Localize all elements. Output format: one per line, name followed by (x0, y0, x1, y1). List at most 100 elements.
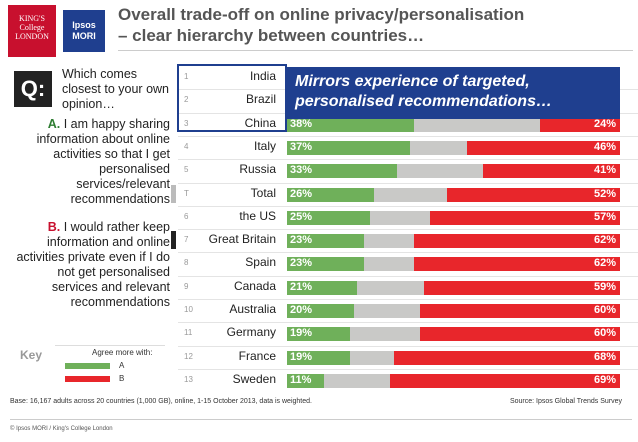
data-label-a: 26% (290, 187, 313, 200)
data-label-a: 25% (290, 210, 313, 223)
data-label-a: 20% (290, 304, 313, 316)
rank-label: 8 (184, 258, 189, 268)
row-divider (178, 229, 638, 231)
data-label-a: 23% (290, 234, 313, 247)
bar-segment-a (287, 210, 371, 225)
bar-segment-neutral (413, 117, 541, 132)
category-label: Australia (229, 302, 276, 316)
category-label: China (244, 115, 276, 130)
data-label-a: 21% (290, 280, 313, 293)
option-a-text: I am happy sharing information about onl… (36, 117, 170, 206)
bar-segment-neutral (323, 373, 391, 388)
rank-label: 7 (184, 235, 189, 245)
data-label-a: 38% (290, 117, 313, 130)
bar-segment-b (413, 257, 620, 272)
category-label: Brazil (245, 92, 276, 107)
rank-label: 4 (184, 141, 189, 151)
rank-label: 13 (184, 374, 193, 384)
kings-college-logo: KING'S College LONDON (8, 5, 56, 57)
row-divider (178, 345, 638, 347)
category-label: Spain (245, 255, 276, 270)
key-label-b: B (119, 374, 125, 383)
rank-label: T (184, 188, 189, 198)
bar-segment-neutral (373, 187, 447, 202)
option-b: B. I would rather keep information and o… (10, 220, 170, 310)
bar-segment-b (390, 373, 620, 388)
data-label-b: 62% (593, 257, 616, 270)
data-label-b: 24% (593, 117, 616, 130)
option-a-letter: A. (47, 117, 61, 131)
category-label: France (238, 348, 276, 363)
data-label-b: 52% (593, 187, 616, 200)
slide-title: Overall trade-off on online privacy/pers… (118, 4, 633, 46)
key-frame (55, 345, 165, 387)
bar-segment-neutral (363, 234, 414, 249)
row-marker (171, 184, 176, 203)
row-divider (178, 135, 638, 137)
row-marker (171, 231, 176, 250)
bar-segment-b (466, 140, 620, 155)
rank-label: 1 (184, 72, 189, 81)
title-divider (118, 50, 633, 51)
row-divider (178, 159, 638, 161)
data-label-b: 41% (593, 164, 616, 177)
bar-segment-b (430, 210, 620, 225)
bar-segment-a (287, 234, 364, 249)
logo-text-line: LONDON (15, 32, 49, 41)
category-label: Great Britain (208, 232, 276, 247)
bar-segment-b (420, 304, 620, 318)
logo-text-line: Ipsos (72, 20, 96, 30)
key-swatch-b (65, 376, 110, 382)
rank-label: 11 (184, 328, 193, 338)
bar-segment-neutral (350, 327, 421, 342)
bar-segment-a (287, 327, 351, 342)
row-divider (178, 182, 638, 184)
rank-label: 12 (184, 351, 193, 361)
bar-segment-b (423, 280, 620, 295)
row-divider (178, 252, 638, 254)
bar-segment-a (287, 257, 364, 272)
top-three-highlight-box (177, 64, 287, 132)
logo-text-line: College (19, 23, 45, 32)
data-label-b: 46% (593, 140, 616, 153)
data-label-b: 60% (593, 327, 616, 340)
bar-segment-neutral (353, 304, 421, 318)
data-label-b: 69% (593, 373, 616, 386)
data-label-b: 60% (593, 304, 616, 316)
row-divider (178, 205, 638, 207)
key-label-a: A (119, 361, 125, 370)
bar-segment-neutral (396, 164, 484, 179)
bar-segment-a (287, 117, 414, 132)
option-b-letter: B. (47, 220, 61, 234)
bar-segment-b (413, 234, 620, 249)
data-label-a: 23% (290, 257, 313, 270)
category-label: Italy (253, 138, 276, 153)
question-text: Which comes closest to your own opinion… (62, 67, 169, 111)
bar-segment-neutral (356, 280, 424, 295)
rank-label: 6 (184, 211, 189, 221)
bar-segment-neutral (363, 257, 414, 272)
rank-label: 9 (184, 281, 189, 291)
bar-segment-a (287, 187, 374, 202)
source-note: Source: Ipsos Global Trends Survey (509, 398, 622, 405)
data-label-a: 37% (290, 140, 313, 153)
key-title: Agree more with: (92, 348, 153, 357)
bar-segment-b (446, 187, 620, 202)
footer-divider (10, 419, 632, 420)
data-label-b: 57% (593, 210, 616, 223)
data-label-b: 59% (593, 280, 616, 293)
title-line-1: Overall trade-off on online privacy/pers… (118, 5, 525, 24)
ipsos-mori-logo: Ipsos MORI (63, 10, 105, 52)
logo-text-line: MORI (72, 31, 96, 41)
row-divider (178, 368, 638, 370)
category-label: the US (239, 208, 276, 223)
data-label-a: 33% (290, 164, 313, 177)
row-divider (178, 299, 638, 300)
data-label-a: 19% (290, 327, 313, 340)
title-line-2: – clear hierarchy between countries… (118, 26, 425, 45)
bar-segment-b (483, 164, 620, 179)
rank-label: 10 (184, 305, 193, 314)
data-label-a: 11% (290, 373, 312, 386)
option-b-text: I would rather keep information and onli… (16, 220, 170, 309)
question-badge: Q: (14, 71, 52, 107)
